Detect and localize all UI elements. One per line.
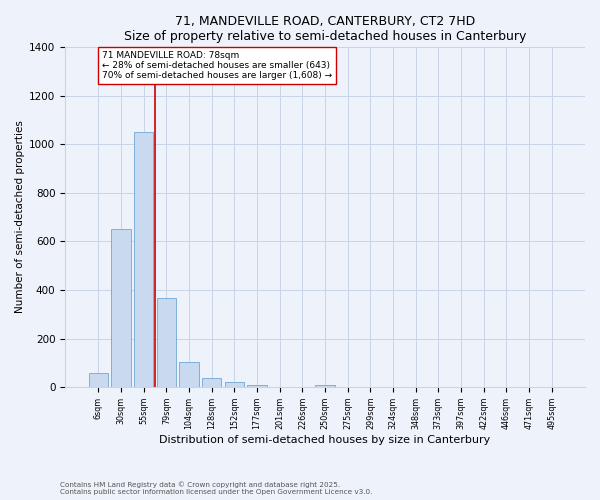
Bar bbox=[247, 386, 267, 387]
Bar bbox=[134, 132, 154, 387]
Title: 71, MANDEVILLE ROAD, CANTERBURY, CT2 7HD
Size of property relative to semi-detac: 71, MANDEVILLE ROAD, CANTERBURY, CT2 7HD… bbox=[124, 15, 526, 43]
Bar bbox=[316, 384, 335, 387]
Bar bbox=[112, 229, 131, 387]
Bar bbox=[89, 372, 108, 387]
X-axis label: Distribution of semi-detached houses by size in Canterbury: Distribution of semi-detached houses by … bbox=[160, 435, 491, 445]
Bar bbox=[179, 362, 199, 387]
Bar bbox=[225, 382, 244, 387]
Bar bbox=[202, 378, 221, 387]
Y-axis label: Number of semi-detached properties: Number of semi-detached properties bbox=[15, 120, 25, 314]
Bar bbox=[157, 298, 176, 387]
Text: Contains HM Land Registry data © Crown copyright and database right 2025.
Contai: Contains HM Land Registry data © Crown c… bbox=[60, 482, 373, 495]
Text: 71 MANDEVILLE ROAD: 78sqm
← 28% of semi-detached houses are smaller (643)
70% of: 71 MANDEVILLE ROAD: 78sqm ← 28% of semi-… bbox=[102, 50, 332, 80]
